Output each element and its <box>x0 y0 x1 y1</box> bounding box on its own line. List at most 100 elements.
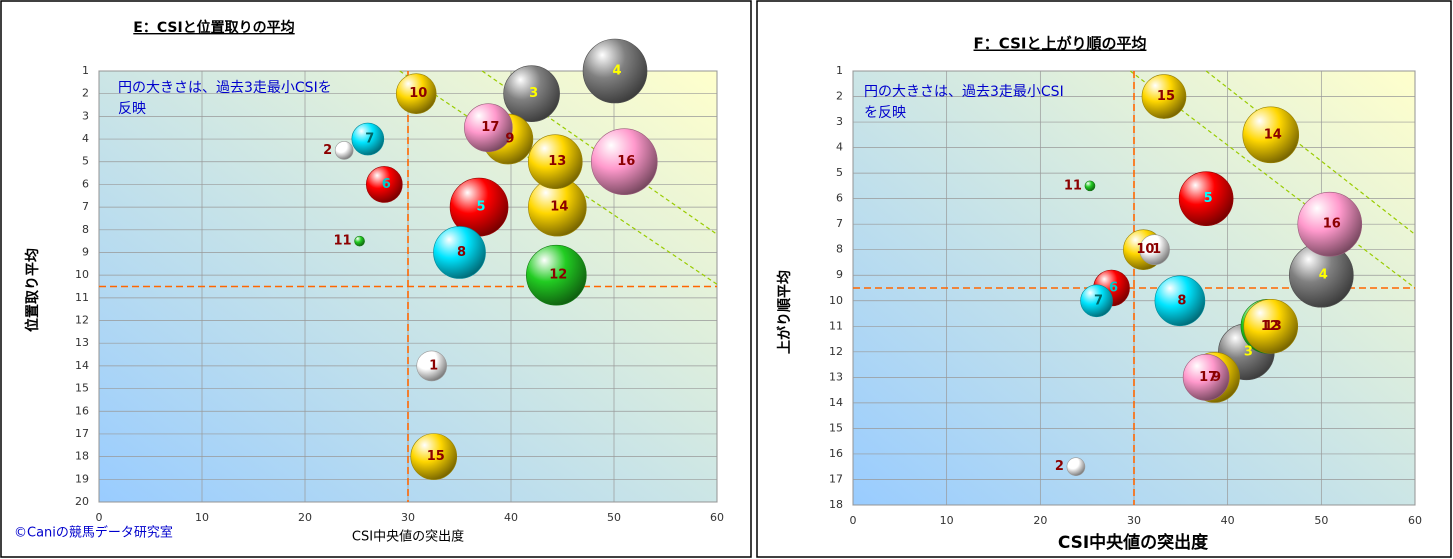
bubble <box>1080 284 1113 318</box>
bubble <box>590 128 658 196</box>
bubble-label: 17 <box>1199 370 1217 385</box>
x-tick-label: 50 <box>1314 514 1328 527</box>
x-tick-label: 10 <box>940 514 954 527</box>
bubble-label: 1 <box>1152 242 1161 257</box>
annotation: 反映 <box>118 101 146 117</box>
bubble-label: 3 <box>1244 344 1253 359</box>
bubble <box>1066 457 1086 477</box>
bubble-label: 8 <box>457 245 466 260</box>
annotation: を反映 <box>864 105 906 121</box>
bubble-label: 4 <box>1319 268 1328 283</box>
bubble-label: 9 <box>505 132 514 147</box>
y-tick-label: 5 <box>836 166 843 179</box>
y-tick-label: 3 <box>82 109 89 122</box>
bubble <box>1297 191 1363 257</box>
y-tick-label: 18 <box>829 498 843 511</box>
y-tick-label: 3 <box>836 115 843 128</box>
x-tick-label: 40 <box>1221 514 1235 527</box>
bubble <box>464 103 513 153</box>
bubble <box>582 38 648 104</box>
x-axis-label: CSI中央値の突出度 <box>352 529 464 545</box>
bubble-label: 9 <box>1212 370 1221 385</box>
x-tick-label: 0 <box>96 511 103 524</box>
trend-line <box>1205 70 1416 235</box>
bubble <box>433 226 486 279</box>
y-tick-label: 2 <box>836 90 843 103</box>
x-tick-label: 50 <box>607 511 621 524</box>
x-tick-label: 0 <box>850 514 857 527</box>
y-tick-label: 16 <box>75 404 89 417</box>
y-tick-label: 13 <box>829 370 843 383</box>
x-tick-label: 60 <box>710 511 724 524</box>
bubble <box>1154 275 1206 327</box>
y-tick-label: 10 <box>829 294 843 307</box>
bubble <box>1084 180 1096 192</box>
bubble-label: 1 <box>429 358 438 373</box>
y-tick-label: 6 <box>82 177 89 190</box>
bubble-label: 17 <box>481 120 499 135</box>
annotation: 円の大きさは、過去3走最小CSIを <box>118 80 332 96</box>
bubble-label: 13 <box>1264 319 1282 334</box>
bubble <box>1182 354 1230 401</box>
bubble <box>395 73 437 114</box>
x-tick-label: 20 <box>298 511 312 524</box>
y-tick-label: 2 <box>82 87 89 100</box>
y-tick-label: 9 <box>82 245 89 258</box>
bubble-label: 10 <box>1136 242 1154 257</box>
bubble <box>527 134 583 190</box>
y-tick-label: 17 <box>75 427 89 440</box>
bubble-label: 2 <box>323 143 332 158</box>
bubble <box>1243 298 1299 354</box>
bubble <box>1178 171 1234 226</box>
y-tick-label: 19 <box>75 472 89 485</box>
bubble-label: 6 <box>1109 281 1118 296</box>
bubble <box>334 141 354 160</box>
y-tick-label: 15 <box>829 421 843 434</box>
bubble-label: 6 <box>382 177 391 192</box>
y-tick-label: 18 <box>75 450 89 463</box>
bubble <box>351 122 385 156</box>
bubble-label: 10 <box>409 86 427 101</box>
bubble <box>354 235 365 247</box>
y-tick-label: 12 <box>829 345 843 358</box>
bubble <box>503 65 560 122</box>
bubble-label: 16 <box>1323 217 1341 232</box>
bubble <box>410 433 458 480</box>
y-tick-label: 20 <box>75 495 89 508</box>
bubble-label: 14 <box>1264 127 1282 142</box>
bubble-label: 11 <box>333 234 351 249</box>
bubble-label: 4 <box>613 64 622 79</box>
bubble <box>1139 234 1170 266</box>
y-tick-label: 14 <box>829 396 843 409</box>
x-tick-label: 30 <box>1127 514 1141 527</box>
y-tick-label: 9 <box>836 268 843 281</box>
bubble-label: 7 <box>365 132 374 147</box>
x-axis-label: CSI中央値の突出度 <box>1058 532 1209 553</box>
bubble <box>1141 74 1187 119</box>
bubble-label: 16 <box>617 154 635 169</box>
y-tick-label: 17 <box>829 472 843 485</box>
bubble-label: 12 <box>1261 319 1279 334</box>
bubble-label: 14 <box>550 200 568 215</box>
y-tick-label: 8 <box>82 223 89 236</box>
y-tick-label: 4 <box>82 132 89 145</box>
bubble <box>1242 106 1300 164</box>
y-tick-label: 6 <box>836 192 843 205</box>
bubble-label: 12 <box>549 268 567 283</box>
y-tick-label: 4 <box>836 141 843 154</box>
y-tick-label: 7 <box>836 217 843 230</box>
y-tick-label: 13 <box>75 336 89 349</box>
bubble-label: 3 <box>529 86 538 101</box>
x-tick-label: 60 <box>1408 514 1422 527</box>
y-tick-label: 1 <box>836 64 843 77</box>
chart-title: F：CSIと上がり順の平均 <box>974 35 1147 53</box>
y-tick-label: 15 <box>75 382 89 395</box>
bubble-label: 5 <box>1204 191 1213 206</box>
x-tick-label: 40 <box>504 511 518 524</box>
bubble-label: 15 <box>427 449 445 464</box>
y-tick-label: 8 <box>836 243 843 256</box>
bubble <box>366 166 403 203</box>
y-tick-label: 1 <box>82 64 89 77</box>
bubble <box>416 350 447 382</box>
